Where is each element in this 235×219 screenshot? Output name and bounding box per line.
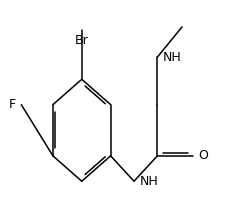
Text: NH: NH [163, 51, 182, 64]
Text: O: O [199, 149, 208, 162]
Text: Br: Br [75, 34, 89, 47]
Text: F: F [9, 98, 16, 111]
Text: NH: NH [140, 175, 158, 188]
